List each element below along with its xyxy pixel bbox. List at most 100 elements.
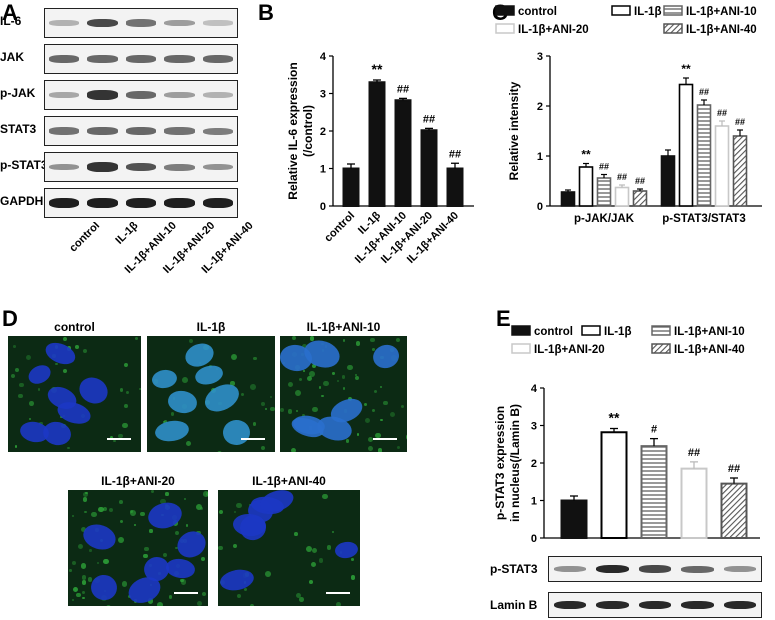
significance-label: ##	[717, 108, 727, 118]
significance-label: ##	[449, 148, 461, 160]
cytoplasm-signal	[140, 511, 146, 517]
cytoplasm-signal	[295, 592, 301, 599]
cytoplasm-signal	[168, 595, 173, 599]
cytoplasm-signal	[87, 577, 92, 582]
cytoplasm-signal	[119, 388, 124, 393]
nucleus	[153, 418, 191, 444]
cytoplasm-signal	[351, 558, 354, 562]
y-axis-label: in nucleus(/Lamin B)	[508, 404, 522, 522]
blot-row-label: IL-6	[0, 14, 22, 28]
cytoplasm-signal	[206, 491, 208, 496]
blot-band	[49, 92, 80, 98]
cytoplasm-signal	[80, 562, 87, 569]
cytoplasm-signal	[85, 491, 89, 495]
cytoplasm-signal	[309, 370, 315, 377]
nucleus	[87, 571, 120, 604]
cytoplasm-signal	[186, 441, 192, 447]
cytoplasm-signal	[310, 336, 315, 341]
cytoplasm-signal	[149, 529, 153, 533]
y-tick-label: 2	[320, 126, 326, 138]
cytoplasm-signal	[117, 536, 124, 543]
blot-band	[202, 55, 233, 63]
cytoplasm-signal	[264, 571, 271, 578]
cytoplasm-signal	[102, 507, 108, 512]
cytoplasm-signal	[287, 409, 293, 414]
blot-band	[87, 198, 118, 208]
bar	[696, 104, 712, 207]
bar	[596, 177, 612, 207]
blot-band	[554, 600, 587, 610]
cytoplasm-signal	[14, 444, 18, 448]
cytoplasm-signal	[71, 560, 77, 566]
significance-label: ##	[635, 176, 645, 186]
micrograph-label: IL-1β+ANI-20	[101, 474, 175, 488]
bar	[660, 155, 676, 207]
cytoplasm-signal	[62, 368, 67, 374]
legend-label: IL-1β+ANI-10	[674, 326, 745, 338]
cytoplasm-signal	[332, 372, 335, 375]
nucleus	[74, 372, 112, 409]
blot-band	[638, 600, 672, 610]
cytoplasm-signal	[345, 439, 350, 444]
micrograph	[280, 336, 407, 452]
cytoplasm-signal	[373, 389, 378, 394]
blot-band	[723, 600, 756, 610]
y-tick-label: 0	[320, 201, 326, 213]
legend-label: control	[534, 326, 573, 338]
cytoplasm-signal	[180, 579, 187, 585]
blot-band	[125, 55, 157, 63]
cytoplasm-signal	[323, 381, 329, 387]
legend-label: IL-1β+ANI-20	[518, 24, 589, 36]
lane-label: IL-1β	[113, 222, 140, 247]
cytoplasm-signal	[106, 604, 112, 606]
scale-bar	[326, 592, 350, 594]
cytoplasm-signal	[368, 446, 373, 451]
cytoplasm-signal	[291, 336, 296, 340]
cytoplasm-signal	[120, 519, 124, 523]
cytoplasm-signal	[369, 337, 375, 343]
cytoplasm-signal	[397, 446, 401, 450]
cytoplasm-signal	[189, 339, 194, 344]
blot-band	[87, 90, 118, 100]
cytoplasm-signal	[218, 545, 224, 551]
bar	[720, 482, 748, 539]
cytoplasm-signal	[308, 580, 313, 584]
blot-band	[125, 162, 157, 172]
legend-swatch	[511, 325, 531, 336]
chart-pstat3-nucleus: 0 1 2 3 4 p-STAT3 expression in nucleus(/Lamin…	[493, 325, 760, 545]
cytoplasm-signal	[91, 511, 98, 518]
bar	[640, 445, 668, 539]
cytoplasm-signal	[260, 445, 266, 451]
cytoplasm-signal	[252, 422, 257, 426]
blot-band	[202, 127, 233, 135]
cytoplasm-signal	[72, 586, 79, 593]
cytoplasm-signal	[71, 514, 75, 518]
panel-a-label: A	[2, 0, 18, 25]
significance-label: **	[681, 62, 691, 76]
cytoplasm-signal	[354, 374, 358, 377]
cytoplasm-signal	[343, 387, 346, 390]
cytoplasm-signal	[183, 497, 186, 501]
micrograph-label: IL-1β+ANI-40	[252, 474, 326, 488]
legend-swatch	[663, 5, 683, 16]
cytoplasm-signal	[243, 587, 247, 591]
legend-label: IL-1β+ANI-40	[674, 344, 745, 356]
blot-band	[164, 19, 195, 27]
micrograph	[147, 336, 275, 452]
blot-band	[202, 20, 233, 26]
cytoplasm-signal	[299, 597, 304, 602]
blot-band	[49, 127, 80, 135]
panel-d-label: D	[2, 306, 18, 331]
cytoplasm-signal	[203, 490, 208, 497]
legend-label: IL-1β+ANI-20	[534, 344, 605, 356]
bar	[632, 190, 648, 207]
cytoplasm-signal	[326, 545, 332, 550]
micrograph-label: IL-1β+ANI-10	[306, 320, 381, 334]
blot-band	[202, 163, 233, 171]
cytoplasm-signal	[67, 446, 70, 450]
cytoplasm-signal	[312, 547, 318, 554]
cytoplasm-signal	[84, 510, 87, 514]
cytoplasm-signal	[311, 363, 316, 369]
significance-label: ##	[423, 113, 435, 125]
cytoplasm-signal	[113, 439, 116, 443]
